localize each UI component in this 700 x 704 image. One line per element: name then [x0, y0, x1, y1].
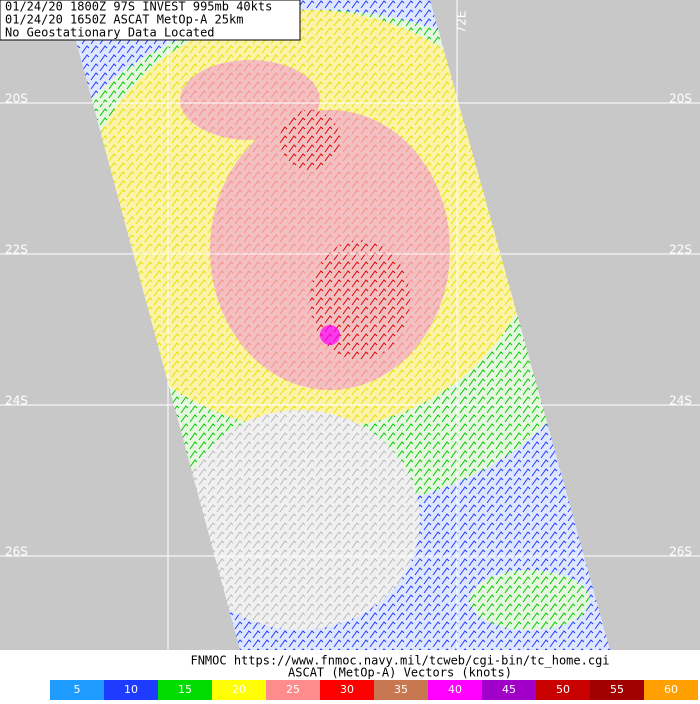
legend-swatch: [428, 680, 482, 700]
footer-line: ASCAT (MetOp-A) Vectors (knots): [288, 666, 512, 680]
legend-swatch: [266, 680, 320, 700]
legend-swatch: [374, 680, 428, 700]
legend-swatch: [50, 680, 104, 700]
legend-label: 25: [286, 683, 300, 696]
legend-label: 60: [664, 683, 678, 696]
header-box: [0, 0, 301, 41]
header-line: 01/24/20 1650Z ASCAT MetOp-A 25km: [5, 13, 243, 27]
latitude-label-left: 26S: [5, 545, 28, 559]
legend-label: 50: [556, 683, 570, 696]
color-legend: 5 10 15 20 25 30 35 40 45 50 55 60: [50, 680, 698, 700]
legend-label: 20: [232, 683, 246, 696]
latitude-label-right: 22S: [669, 243, 692, 257]
latitude-labels: 20S 20S 22S 22S 24S 24S 26S 26S: [5, 92, 692, 559]
legend-label: 35: [394, 683, 408, 696]
legend-swatch: [320, 680, 374, 700]
legend-swatch: [158, 680, 212, 700]
header-line: No Geostationary Data Located: [5, 26, 215, 40]
legend-label: 10: [124, 683, 138, 696]
latitude-label-right: 24S: [669, 394, 692, 408]
legend-label: 15: [178, 683, 192, 696]
graticule: [0, 0, 700, 650]
legend-swatch: [644, 680, 698, 700]
footer: FNMOC https://www.fnmoc.navy.mil/tcweb/c…: [190, 654, 609, 680]
legend-swatch: [104, 680, 158, 700]
header-line: 01/24/20 1800Z 97S INVEST 995mb 40kts: [5, 0, 272, 14]
legend-swatch: [212, 680, 266, 700]
legend-label: 30: [340, 683, 354, 696]
legend-label: 55: [610, 683, 624, 696]
legend-label: 5: [74, 683, 81, 696]
latitude-label-left: 24S: [5, 394, 28, 408]
longitude-label: 72E: [455, 11, 469, 34]
legend-label: 40: [448, 683, 462, 696]
header: 01/24/20 1800Z 97S INVEST 995mb 40kts01/…: [5, 0, 272, 40]
legend-label: 45: [502, 683, 516, 696]
legend-swatch: [590, 680, 644, 700]
latitude-label-left: 22S: [5, 243, 28, 257]
latitude-label-right: 20S: [669, 92, 692, 106]
footer-line: FNMOC https://www.fnmoc.navy.mil/tcweb/c…: [190, 654, 609, 668]
legend-swatch: [536, 680, 590, 700]
latitude-label-left: 20S: [5, 92, 28, 106]
latitude-label-right: 26S: [669, 545, 692, 559]
legend-swatch: [482, 680, 536, 700]
